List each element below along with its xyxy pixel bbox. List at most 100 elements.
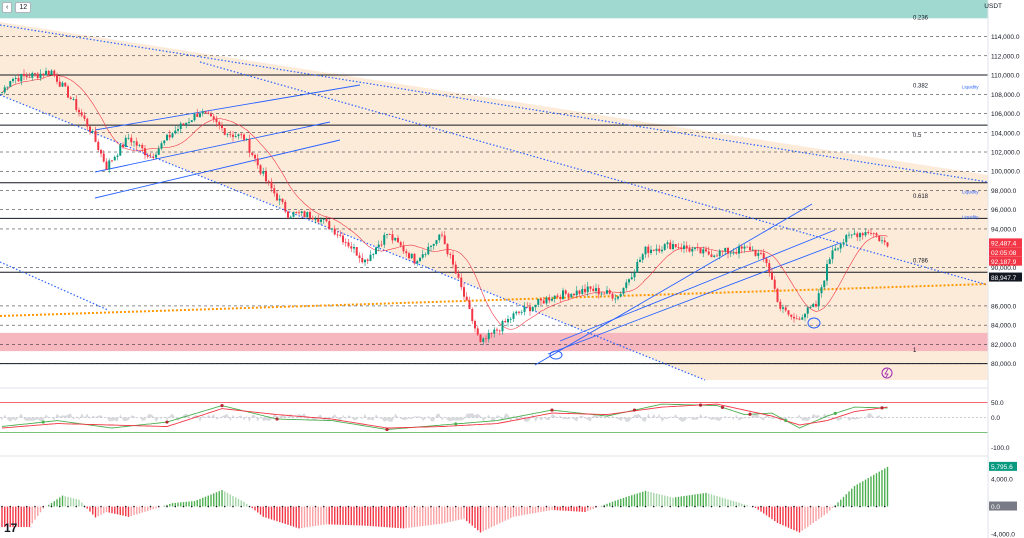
candle-body xyxy=(589,286,592,289)
candle-body xyxy=(586,286,589,293)
zero-dot xyxy=(83,505,86,508)
zero-dot xyxy=(256,505,259,508)
candle-body xyxy=(427,246,430,255)
candle-body xyxy=(138,144,141,146)
candle-body xyxy=(476,328,479,335)
candle-body xyxy=(806,307,809,314)
candle-body xyxy=(644,246,647,255)
candle-body xyxy=(526,306,529,308)
candle-body xyxy=(883,240,886,243)
candle-body xyxy=(463,287,465,297)
candle-body xyxy=(201,111,204,114)
candle-body xyxy=(432,243,435,246)
zero-dot xyxy=(859,505,861,508)
candle-body xyxy=(575,290,578,296)
candle-body xyxy=(259,165,262,174)
fib-level-label: 0.236 xyxy=(913,15,929,21)
candle-body xyxy=(430,245,432,247)
candle-body xyxy=(509,318,512,320)
candle-body xyxy=(105,161,108,170)
zero-dot xyxy=(784,505,787,508)
candle-body xyxy=(446,243,449,255)
candle-body xyxy=(650,249,652,253)
zero-dot xyxy=(603,505,606,508)
indicator-badge-label: 5,795.6 xyxy=(991,464,1013,471)
candle-body xyxy=(498,330,501,332)
candle-body xyxy=(570,293,573,298)
candle-body xyxy=(861,233,864,236)
candle-body xyxy=(190,120,193,123)
candle-body xyxy=(663,244,666,250)
zero-dot xyxy=(190,505,193,508)
candle-body xyxy=(622,287,625,294)
candle-body xyxy=(746,246,749,248)
zero-dot xyxy=(479,505,482,508)
candle-body xyxy=(207,112,210,114)
supply-zone xyxy=(0,0,988,19)
candle-body xyxy=(78,109,80,113)
interval-label[interactable]: 12 xyxy=(15,2,32,13)
candle-body xyxy=(823,280,826,288)
price-badge-label: 92,187.9 xyxy=(991,259,1017,266)
fib-level-label: 0.618 xyxy=(913,194,929,200)
candle-body xyxy=(243,134,245,140)
price-badge xyxy=(989,238,1022,248)
candle-body xyxy=(375,247,377,254)
candle-body xyxy=(322,219,325,220)
price-tick-label: 102,000.0 xyxy=(991,150,1020,157)
candle-body xyxy=(872,233,875,234)
candle-body xyxy=(42,73,45,76)
candle-body xyxy=(424,254,427,256)
candle-body xyxy=(262,171,265,174)
zero-dot xyxy=(339,505,342,508)
candle-body xyxy=(306,212,309,218)
candle-body xyxy=(254,155,256,159)
zero-dot xyxy=(768,505,771,508)
zero-dot xyxy=(124,505,127,508)
candle-body xyxy=(765,258,768,264)
candle-body xyxy=(639,259,641,262)
candle-body xyxy=(383,234,386,245)
zero-dot xyxy=(595,505,597,508)
candle-body xyxy=(67,86,69,98)
candle-body xyxy=(372,253,375,255)
price-tick-label: 90,000.0 xyxy=(991,265,1017,272)
zero-dot xyxy=(611,505,614,508)
swing-low-marker xyxy=(549,350,563,360)
price-badge-label: 02:05:08 xyxy=(991,250,1017,257)
candle-body xyxy=(276,193,278,201)
candle-body xyxy=(465,296,468,301)
candle-body xyxy=(520,311,523,313)
collapse-button[interactable]: ‹ xyxy=(2,2,13,13)
candle-body xyxy=(674,244,677,248)
candle-body xyxy=(353,247,355,249)
zero-dot xyxy=(141,505,144,508)
rising-channel-line xyxy=(534,203,813,366)
candle-body xyxy=(790,314,793,317)
candle-body xyxy=(45,70,47,76)
candle-body xyxy=(718,250,721,256)
zero-dot xyxy=(289,505,292,508)
candle-body xyxy=(619,293,622,297)
zero-dot xyxy=(273,505,276,508)
histogram-tick-label: 4,000.0 xyxy=(991,477,1013,484)
zero-dot xyxy=(545,505,548,508)
zero-dot xyxy=(661,505,663,508)
zero-dot xyxy=(842,505,845,508)
candle-body xyxy=(127,137,130,139)
candle-body xyxy=(56,75,58,82)
candle-body xyxy=(366,259,369,261)
candle-body xyxy=(298,212,300,214)
zero-dot xyxy=(677,505,680,508)
zero-dot xyxy=(413,505,416,508)
zero-dot xyxy=(314,505,317,508)
candle-body xyxy=(468,300,471,309)
candle-body xyxy=(749,246,751,251)
candle-body xyxy=(391,234,394,241)
liquidity-label: Liquidity xyxy=(962,214,979,219)
zero-dot xyxy=(50,505,53,508)
candle-body xyxy=(196,113,199,117)
price-tick-label: 84,000.0 xyxy=(991,323,1017,330)
candle-body xyxy=(452,254,454,265)
